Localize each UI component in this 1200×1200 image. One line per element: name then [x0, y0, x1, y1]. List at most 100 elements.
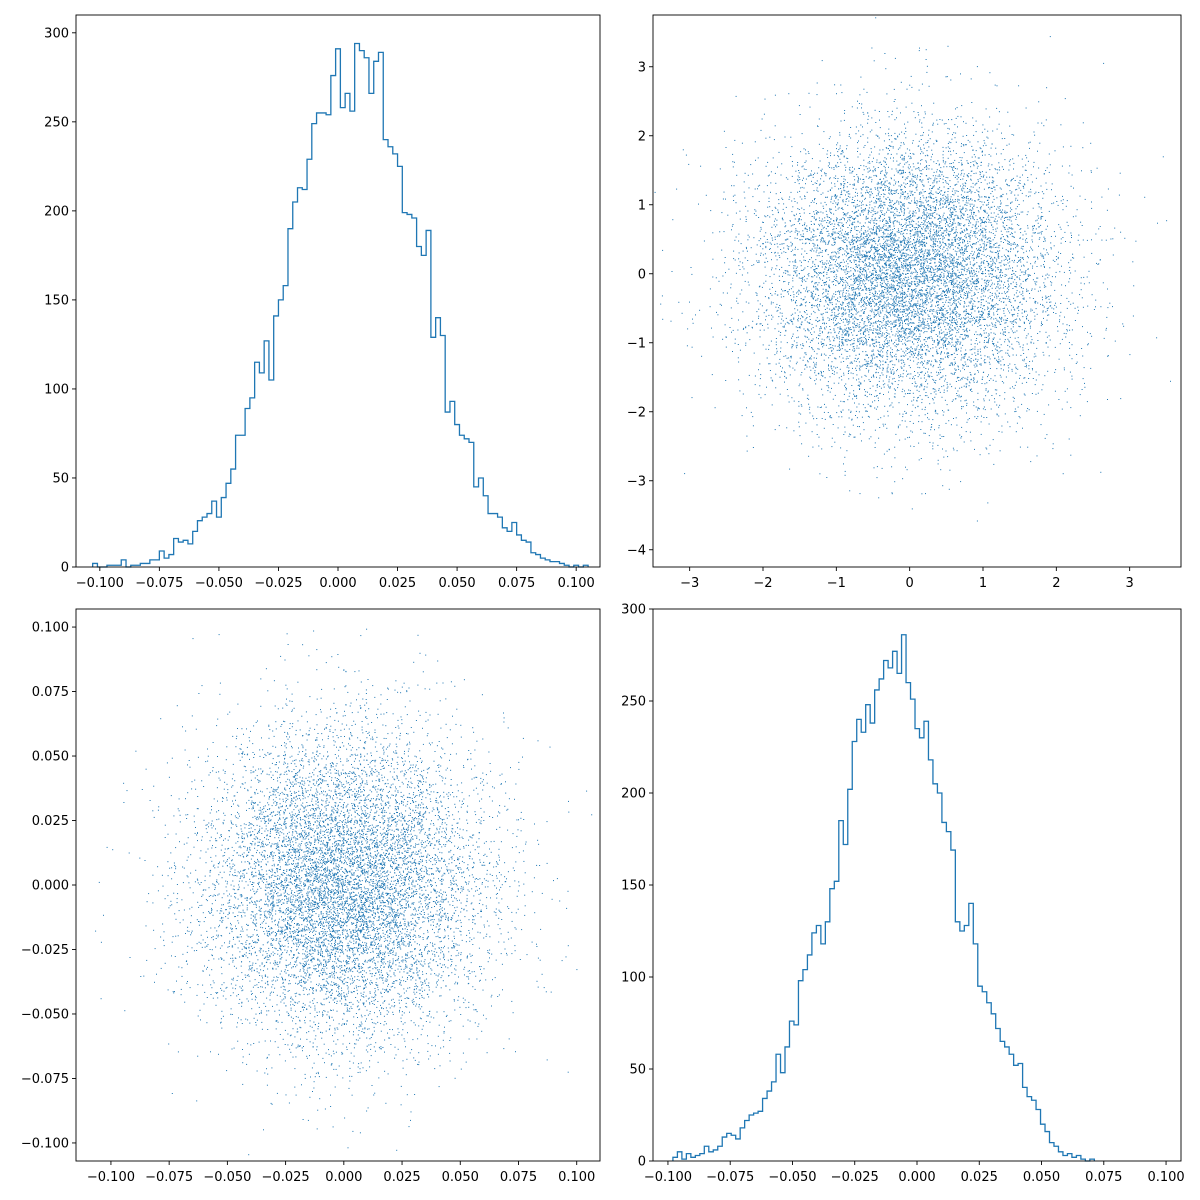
scatter-point: [799, 179, 801, 180]
scatter-point: [983, 417, 985, 418]
scatter-point: [1001, 317, 1003, 319]
scatter-point: [928, 418, 930, 420]
scatter-point: [1008, 289, 1010, 291]
scatter-point: [787, 247, 789, 249]
scatter-point: [900, 254, 902, 256]
scatter-point: [1008, 231, 1010, 233]
scatter-point: [960, 437, 962, 439]
scatter-point: [911, 252, 912, 253]
scatter-point: [920, 299, 921, 301]
scatter-point: [897, 349, 898, 351]
scatter-point: [839, 326, 841, 328]
scatter-point: [971, 349, 972, 351]
scatter-point: [842, 337, 844, 338]
scatter-point: [957, 216, 959, 218]
scatter-point: [901, 228, 903, 229]
scatter-point: [822, 212, 824, 214]
scatter-point: [1019, 285, 1021, 287]
scatter-point: [932, 175, 934, 177]
scatter-point: [938, 427, 940, 429]
scatter-point: [741, 289, 743, 291]
scatter-point: [983, 254, 985, 256]
scatter-point: [830, 208, 832, 210]
scatter-point: [967, 291, 969, 293]
scatter-point: [923, 326, 925, 328]
scatter-point: [869, 271, 871, 273]
scatter-point: [889, 145, 891, 147]
scatter-point: [969, 359, 971, 361]
scatter-point: [843, 178, 845, 180]
scatter-point: [968, 225, 970, 227]
scatter-point: [1032, 369, 1033, 371]
scatter-point: [911, 273, 913, 275]
scatter-point: [892, 257, 894, 259]
scatter-point: [816, 94, 818, 96]
scatter-point: [873, 252, 875, 254]
scatter-point: [962, 260, 964, 262]
scatter-point: [875, 291, 877, 293]
scatter-point: [851, 222, 853, 224]
scatter-point: [951, 345, 952, 347]
scatter-point: [881, 285, 882, 287]
scatter-point: [860, 192, 862, 194]
scatter-point: [973, 381, 975, 383]
scatter-point: [905, 277, 907, 279]
scatter-point: [859, 294, 861, 296]
scatter-point: [987, 302, 989, 304]
scatter-point: [936, 119, 938, 121]
scatter-point: [905, 222, 907, 224]
scatter-point: [821, 344, 823, 345]
scatter-point: [937, 235, 938, 237]
scatter-point: [827, 225, 828, 227]
scatter-point: [834, 316, 836, 318]
scatter-point: [918, 279, 920, 281]
scatter-point: [900, 192, 902, 194]
scatter-point: [849, 256, 851, 258]
scatter-point: [954, 184, 956, 186]
scatter-point: [851, 240, 853, 242]
scatter-point: [986, 244, 988, 246]
scatter-point: [922, 257, 924, 259]
scatter-point: [889, 294, 891, 295]
scatter-point: [789, 366, 791, 368]
scatter-point: [935, 393, 937, 395]
scatter-point: [1058, 358, 1060, 360]
scatter-point: [909, 293, 911, 295]
scatter-point: [905, 131, 907, 132]
scatter-point: [906, 239, 908, 241]
scatter-point: [760, 252, 762, 254]
scatter-point: [810, 224, 812, 225]
scatter-point: [796, 337, 798, 339]
scatter-point: [876, 299, 878, 300]
scatter-point: [833, 276, 835, 278]
scatter-point: [905, 191, 906, 192]
scatter-point: [938, 324, 940, 326]
scatter-point: [944, 307, 946, 309]
scatter-point: [839, 348, 841, 350]
scatter-point: [980, 296, 982, 298]
scatter-point: [981, 310, 983, 312]
x-tick-label: 0.050: [438, 576, 475, 591]
scatter-point: [991, 306, 993, 308]
scatter-point: [932, 221, 933, 223]
scatter-point: [909, 180, 911, 182]
scatter-point: [952, 291, 954, 293]
scatter-point: [885, 242, 887, 244]
scatter-point: [900, 145, 902, 147]
scatter-point: [988, 182, 990, 184]
histogram-bin: [255, 362, 260, 567]
scatter-point: [861, 233, 863, 235]
scatter-point: [762, 243, 764, 245]
scatter-point: [1007, 421, 1009, 423]
scatter-point: [935, 346, 937, 348]
scatter-point: [888, 333, 890, 335]
scatter-point: [824, 240, 826, 242]
scatter-point: [970, 211, 972, 213]
scatter-point: [941, 436, 943, 437]
scatter-point: [1006, 184, 1008, 185]
scatter-point: [956, 324, 958, 326]
scatter-point: [752, 327, 753, 329]
scatter-point: [912, 213, 914, 215]
scatter-point: [857, 426, 859, 427]
scatter-point: [915, 210, 916, 212]
